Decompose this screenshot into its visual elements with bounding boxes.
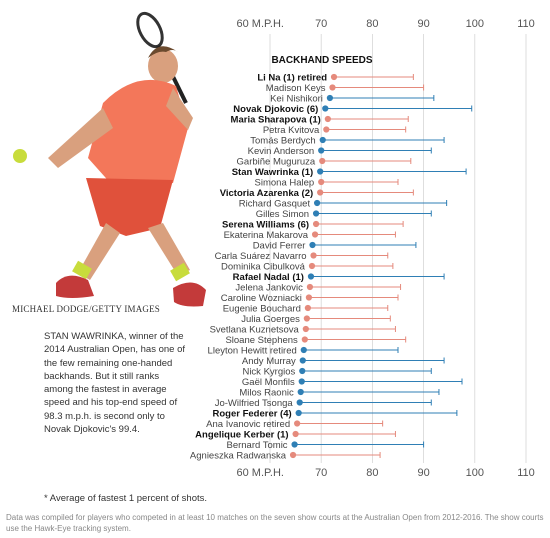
player-label: Tomás Berdych: [250, 136, 315, 147]
player-label: Li Na (1) retired: [257, 73, 327, 84]
average-speed-dot: [312, 220, 320, 228]
x-tick-label-bottom: 110: [517, 467, 535, 479]
player-label: Richard Gasquet: [239, 199, 311, 210]
average-speed-dot: [317, 189, 324, 196]
player-label: Julia Goerges: [241, 314, 300, 325]
average-speed-dot: [297, 388, 304, 396]
average-speed-dot: [292, 430, 299, 438]
average-speed-dot: [309, 241, 316, 249]
average-speed-dot: [301, 336, 308, 343]
player-label: Svetlana Kuznetsova: [210, 325, 300, 336]
chart-title: BACKHAND SPEEDS: [271, 55, 372, 66]
average-speed-dot: [319, 136, 326, 144]
player-label: Jelena Jankovic: [235, 283, 303, 294]
player-label: Milos Raonic: [239, 388, 294, 399]
x-tick-label-top: 100: [466, 18, 484, 30]
player-label: Maria Sharapova (1): [231, 115, 321, 126]
player-label: Kevin Anderson: [248, 146, 315, 157]
player-label: Dominika Cibulková: [221, 262, 306, 273]
average-speed-dot: [296, 399, 303, 406]
average-speed-dot: [303, 315, 310, 322]
player-label: Kei Nishikori: [270, 94, 323, 105]
average-speed-dot: [294, 420, 301, 427]
average-speed-dot: [289, 451, 297, 459]
player-label: Bernard Tomic: [226, 440, 287, 451]
average-speed-dot: [306, 283, 314, 291]
player-label: Carla Suárez Navarro: [215, 251, 307, 262]
average-speed-dot: [298, 378, 305, 385]
player-label: Ekaterina Makarova: [224, 230, 309, 241]
average-speed-dot: [305, 294, 313, 301]
player-label: Garbiñe Muguruza: [237, 157, 316, 168]
average-speed-dot: [302, 325, 309, 333]
average-speed-dot: [326, 94, 334, 102]
player-label: Madison Keys: [266, 83, 326, 94]
player-label: Petra Kvitova: [263, 125, 320, 136]
player-label: Jo-Wilfried Tsonga: [215, 398, 294, 409]
average-speed-dot: [318, 178, 325, 186]
player-label: Gilles Simon: [256, 209, 309, 220]
average-speed-dot: [311, 231, 319, 238]
player-label: Ana Ivanovic retired: [206, 419, 290, 430]
player-label: Gaël Monfils: [242, 377, 295, 388]
x-tick-label-top: 60 M.P.H.: [237, 18, 285, 30]
average-speed-dot: [314, 199, 321, 207]
source-note: Data was compiled for players who compet…: [6, 513, 544, 533]
average-speed-dot: [319, 157, 326, 165]
x-tick-label-bottom: 90: [417, 467, 429, 479]
average-speed-dot: [307, 273, 315, 280]
player-photo: [13, 11, 206, 307]
player-label: Lleyton Hewitt retired: [208, 346, 297, 357]
average-speed-dot: [322, 105, 329, 112]
average-speed-dot: [318, 147, 325, 154]
player-label: Novak Djokovic (6): [233, 104, 318, 115]
x-tick-label-bottom: 60 M.P.H.: [237, 467, 285, 479]
x-tick-label-top: 90: [417, 18, 429, 30]
player-label: Stan Wawrinka (1): [232, 167, 313, 178]
average-speed-dot: [324, 115, 331, 123]
player-label: Andy Murray: [242, 356, 296, 367]
x-tick-label-bottom: 70: [315, 467, 327, 479]
player-label: Angelique Kerber (1): [195, 430, 288, 441]
average-speed-dot: [299, 367, 306, 375]
player-label: Agnieszka Radwanska: [190, 451, 287, 462]
average-speed-dot: [304, 304, 311, 312]
player-label: Eugenie Bouchard: [223, 304, 301, 315]
player-label: Roger Federer (4): [212, 409, 291, 420]
average-speed-dot: [317, 168, 324, 175]
x-tick-label-top: 70: [315, 18, 327, 30]
tennis-ball-icon: [13, 149, 27, 163]
player-label: Serena Williams (6): [222, 220, 309, 231]
average-speed-dot: [308, 262, 316, 270]
backhand-speed-chart: 60 M.P.H. 60 M.P.H. 70 70 80 80 90 90 100 100 110 1…: [190, 18, 535, 479]
average-speed-dot: [323, 126, 330, 133]
x-tick-label-bottom: 100: [466, 467, 484, 479]
footnote: * Average of fastest 1 percent of shots.: [44, 493, 208, 504]
average-speed-dot: [299, 357, 306, 364]
photo-caption: STAN WAWRINKA, winner of the 2014 Austra…: [44, 331, 186, 436]
player-label: Victoria Azarenka (2): [220, 188, 313, 199]
x-tick-label-top: 80: [366, 18, 378, 30]
player-label: Rafael Nadal (1): [233, 272, 304, 283]
x-tick-label-top: 110: [517, 18, 535, 30]
player-label: Nick Kyrgios: [242, 367, 295, 378]
photo-credit: MICHAEL DODGE/GETTY IMAGES: [12, 304, 161, 314]
player-label: Caroline Wozniacki: [221, 293, 302, 304]
average-speed-dot: [295, 409, 302, 417]
player-label: David Ferrer: [253, 241, 306, 252]
average-speed-dot: [330, 73, 338, 81]
x-tick-label-bottom: 80: [366, 467, 378, 479]
average-speed-dot: [329, 84, 336, 91]
player-label: Simona Halep: [255, 178, 315, 189]
player-label: Sloane Stephens: [225, 335, 298, 346]
average-speed-dot: [310, 252, 317, 259]
average-speed-dot: [300, 346, 307, 354]
average-speed-dot: [291, 441, 298, 448]
average-speed-dot: [312, 210, 320, 217]
